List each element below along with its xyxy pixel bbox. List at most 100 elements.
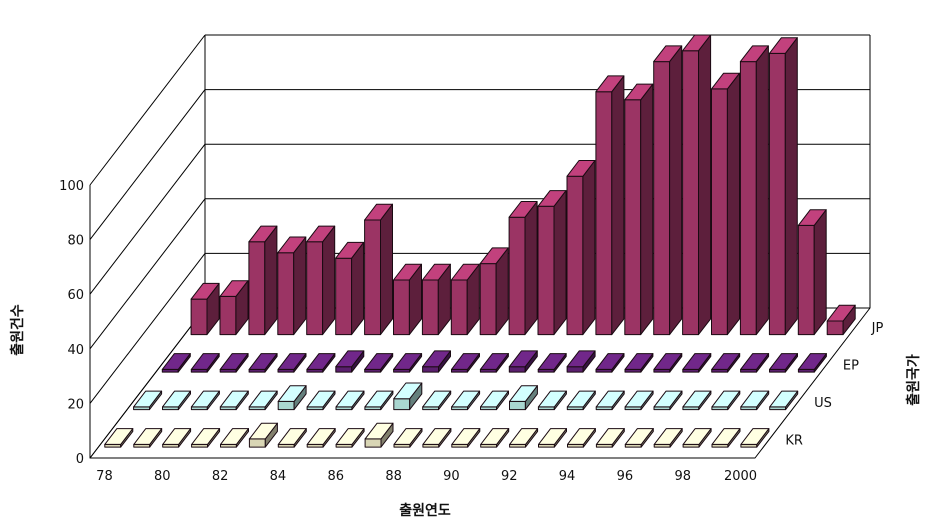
bar-top-KR (220, 428, 249, 445)
bar-top-EP (335, 350, 365, 368)
bar-top-US (682, 390, 712, 408)
x-tick-label: 88 (385, 469, 402, 484)
bar-top-EP (190, 353, 220, 370)
bar-side-JP (755, 45, 769, 336)
bar-top-JP (450, 263, 480, 281)
bar-top-KR (567, 428, 596, 445)
bar-side-JP (611, 75, 625, 336)
floor (89, 307, 871, 459)
bar-top-EP (219, 353, 249, 370)
bar-top-EP (653, 353, 683, 370)
bar-top-JP (277, 236, 307, 254)
bar-top-JP (248, 225, 278, 243)
x-tick-label: 90 (443, 469, 460, 484)
bar-front-JP (595, 91, 613, 336)
bar-top-KR (306, 428, 336, 445)
bar-top-JP (393, 263, 422, 281)
bar-top-EP (797, 353, 827, 370)
bar-front-JP (826, 320, 844, 336)
bar-top-US (451, 390, 481, 408)
x-tick-label: 82 (212, 469, 229, 484)
bar-side-JP (813, 209, 827, 336)
bar-side-JP (553, 190, 567, 336)
bar-front-JP (537, 205, 555, 336)
bar-front-JP (248, 241, 266, 336)
bar-front-KR (364, 438, 382, 448)
bar-side-JP (640, 83, 654, 336)
bar-top-JP (826, 304, 856, 322)
bar-side-JP (669, 45, 683, 336)
y-tick-label: 60 (67, 288, 84, 303)
bar-top-JP (595, 75, 625, 93)
series-label: EP (843, 358, 859, 373)
bar-side-JP (264, 225, 278, 336)
bar-front-JP (190, 298, 208, 336)
bar-front-JP (277, 252, 295, 336)
left-wall-gridline (89, 253, 206, 404)
left-wall-gridline (89, 34, 206, 186)
bar-top-US (566, 390, 596, 408)
bar-front-JP (768, 52, 786, 336)
x-tick-label: 98 (674, 469, 691, 484)
bar-top-KR (393, 428, 423, 445)
bar-top-EP (248, 353, 278, 370)
bar-front-JP (421, 279, 439, 336)
bar-side-JP (524, 201, 538, 336)
x-tick-label: 92 (501, 469, 518, 484)
y-tick-label: 40 (67, 343, 84, 358)
x-tick-label: 78 (96, 469, 113, 484)
bar-front-JP (508, 216, 526, 336)
z-axis-title: 출원국가 (905, 354, 922, 406)
bar-top-EP (277, 353, 307, 370)
bar-top-JP (566, 160, 596, 177)
chart-bars (104, 34, 856, 448)
bar-top-KR (682, 428, 712, 445)
bar-side-JP (726, 72, 740, 336)
bar-top-EP (422, 350, 451, 368)
chart-labels: 0 20 40 60 80 100 78 80 82 84 86 88 90 92 94 96 98 2000 KR… (59, 179, 883, 484)
bar-top-EP (508, 350, 538, 368)
left-wall-gridline (89, 198, 206, 350)
bar-top-KR (595, 428, 625, 445)
bar-top-EP (769, 353, 798, 370)
bar-side-JP (698, 34, 712, 336)
bar-front-JP (624, 99, 642, 336)
series-label: JP (871, 321, 884, 336)
bar-front-JP (479, 263, 497, 336)
bar-top-EP (306, 353, 336, 370)
bar-top-EP (595, 353, 625, 370)
bar-front-JP (335, 257, 353, 336)
bar-top-EP (161, 353, 191, 370)
bar-top-US (740, 390, 770, 408)
bar-side-JP (322, 225, 336, 336)
bar-top-JP (335, 241, 365, 259)
bar-side-JP (380, 203, 393, 336)
bar-top-US (711, 390, 741, 408)
bar-top-US (219, 390, 249, 408)
bar-top-EP (451, 353, 480, 370)
bar-top-US (422, 390, 452, 408)
left-wall-gridline (89, 89, 206, 240)
bar-top-US (306, 390, 336, 408)
bar-front-JP (306, 241, 324, 336)
bar-side-JP (784, 37, 798, 336)
y-tick-label: 0 (76, 452, 84, 467)
bar-top-JP (739, 45, 769, 63)
x-tick-label: 94 (559, 469, 576, 484)
bar-front-JP (566, 175, 584, 336)
bar-top-KR (711, 428, 741, 445)
bar-top-JP (306, 225, 336, 243)
y-tick-label: 20 (67, 397, 84, 412)
bar-top-JP (364, 203, 393, 221)
x-axis-title: 출원연도 (399, 502, 451, 519)
bar-top-KR (162, 428, 192, 445)
bar-front-JP (739, 61, 757, 336)
bar-top-KR (364, 422, 394, 440)
bar-top-KR (653, 428, 683, 445)
bar-top-KR (277, 428, 307, 445)
x-tick-label: 96 (617, 469, 634, 484)
bar-top-JP (190, 282, 220, 300)
left-wall-gridline (89, 143, 206, 295)
bar-top-KR (480, 428, 510, 445)
bar-top-EP (479, 353, 509, 370)
